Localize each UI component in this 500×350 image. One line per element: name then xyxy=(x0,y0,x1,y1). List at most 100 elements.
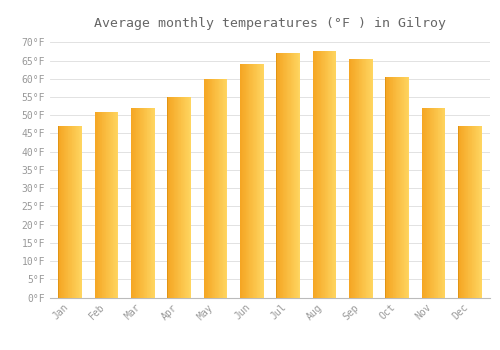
Bar xyxy=(176,97,178,298)
Bar xyxy=(434,108,435,298)
Bar xyxy=(169,97,170,298)
Bar xyxy=(110,112,111,298)
Bar xyxy=(252,64,254,298)
Bar xyxy=(391,77,392,298)
Bar xyxy=(368,59,369,298)
Bar xyxy=(292,53,293,298)
Bar xyxy=(480,126,481,298)
Bar xyxy=(220,79,221,298)
Bar xyxy=(438,108,439,298)
Bar xyxy=(463,126,464,298)
Bar xyxy=(131,108,132,298)
Bar xyxy=(142,108,144,298)
Bar xyxy=(280,53,281,298)
Bar xyxy=(114,112,115,298)
Bar xyxy=(96,112,97,298)
Bar xyxy=(477,126,478,298)
Bar xyxy=(290,53,292,298)
Bar xyxy=(111,112,112,298)
Bar xyxy=(444,108,446,298)
Bar xyxy=(392,77,394,298)
Bar xyxy=(60,126,62,298)
Bar xyxy=(74,126,76,298)
Bar xyxy=(294,53,296,298)
Bar xyxy=(356,59,357,298)
Bar xyxy=(180,97,182,298)
Bar xyxy=(136,108,137,298)
Bar xyxy=(442,108,443,298)
Bar xyxy=(458,126,459,298)
Bar xyxy=(370,59,371,298)
Bar xyxy=(365,59,366,298)
Bar xyxy=(246,64,247,298)
Bar xyxy=(244,64,246,298)
Bar xyxy=(288,53,289,298)
Bar xyxy=(152,108,153,298)
Bar xyxy=(62,126,63,298)
Bar xyxy=(433,108,434,298)
Bar xyxy=(168,97,169,298)
Bar xyxy=(462,126,463,298)
Bar xyxy=(210,79,212,298)
Bar xyxy=(104,112,105,298)
Bar xyxy=(298,53,299,298)
Bar xyxy=(175,97,176,298)
Bar xyxy=(432,108,433,298)
Bar xyxy=(358,59,360,298)
Bar xyxy=(362,59,364,298)
Bar xyxy=(402,77,403,298)
Bar xyxy=(459,126,460,298)
Bar xyxy=(144,108,145,298)
Bar xyxy=(241,64,242,298)
Bar xyxy=(102,112,103,298)
Bar xyxy=(333,51,334,298)
Bar xyxy=(429,108,430,298)
Bar xyxy=(112,112,114,298)
Bar xyxy=(243,64,244,298)
Bar xyxy=(98,112,100,298)
Bar xyxy=(439,108,440,298)
Bar xyxy=(471,126,472,298)
Bar xyxy=(426,108,428,298)
Bar xyxy=(204,79,205,298)
Bar xyxy=(221,79,222,298)
Bar xyxy=(97,112,98,298)
Bar xyxy=(138,108,139,298)
Bar xyxy=(354,59,356,298)
Title: Average monthly temperatures (°F ) in Gilroy: Average monthly temperatures (°F ) in Gi… xyxy=(94,17,446,30)
Bar xyxy=(364,59,365,298)
Bar xyxy=(149,108,150,298)
Bar xyxy=(326,51,327,298)
Bar xyxy=(369,59,370,298)
Bar xyxy=(173,97,174,298)
Bar xyxy=(106,112,107,298)
Bar xyxy=(254,64,255,298)
Bar xyxy=(360,59,361,298)
Bar xyxy=(422,108,424,298)
Bar xyxy=(436,108,437,298)
Bar xyxy=(396,77,398,298)
Bar xyxy=(259,64,260,298)
Bar xyxy=(327,51,328,298)
Bar xyxy=(218,79,220,298)
Bar xyxy=(101,112,102,298)
Bar xyxy=(386,77,387,298)
Bar xyxy=(71,126,72,298)
Bar xyxy=(179,97,180,298)
Bar xyxy=(352,59,353,298)
Bar xyxy=(469,126,470,298)
Bar xyxy=(260,64,262,298)
Bar xyxy=(137,108,138,298)
Bar xyxy=(286,53,288,298)
Bar xyxy=(217,79,218,298)
Bar xyxy=(240,64,241,298)
Bar xyxy=(371,59,372,298)
Bar xyxy=(330,51,331,298)
Bar xyxy=(320,51,322,298)
Bar xyxy=(186,97,187,298)
Bar xyxy=(435,108,436,298)
Bar xyxy=(437,108,438,298)
Bar xyxy=(403,77,404,298)
Bar xyxy=(357,59,358,298)
Bar xyxy=(278,53,280,298)
